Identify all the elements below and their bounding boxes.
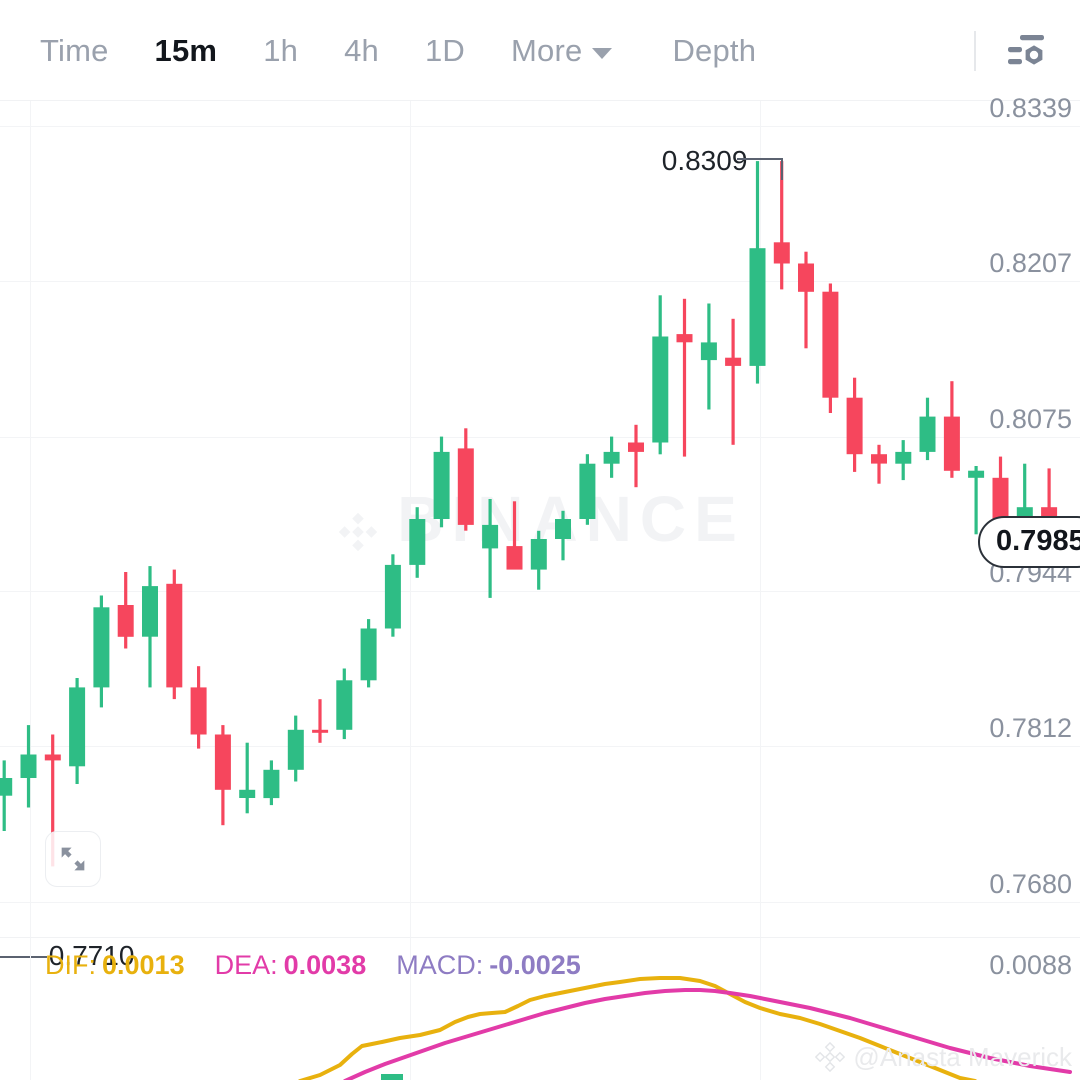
current-price-badge[interactable]: 0.7985: [978, 515, 1080, 568]
vertical-gridline: [30, 938, 31, 1080]
macd-panel[interactable]: DIF: 0.0013 DEA: 0.0038 MACD: -0.0025 0.008…: [0, 937, 1080, 1080]
macd-hist-readout: MACD: -0.0025: [396, 950, 581, 980]
period-high-annotation: 0.8309: [661, 145, 748, 177]
expand-arrows-icon: [56, 842, 90, 876]
period-high-leader-tick: [780, 158, 783, 181]
macd-dif-readout: DIF: 0.0013: [45, 950, 185, 980]
timeframe-tab-label: Depth: [672, 32, 757, 68]
period-high-leader-line: [736, 158, 783, 161]
timeframe-tab-label: 1D: [424, 32, 466, 68]
chart-settings-icon[interactable]: [1002, 27, 1050, 75]
chart-toolbar: Time 15m 1h 4h 1D More Depth: [0, 0, 1080, 101]
timeframe-tab-label: 1h: [263, 32, 299, 68]
timeframe-tab-time[interactable]: Time: [40, 35, 109, 66]
toolbar-right-group: [974, 0, 1050, 101]
chevron-down-icon: [592, 47, 613, 59]
toolbar-divider: [974, 30, 976, 71]
timeframe-tab-15m[interactable]: 15m: [155, 35, 218, 66]
timeframe-tab-label: 15m: [154, 32, 218, 68]
timeframe-tabs: Time 15m 1h 4h 1D More Depth: [0, 35, 802, 66]
horizontal-gridline: [0, 281, 1080, 282]
price-axis-label: 0.8207: [989, 248, 1072, 278]
candlestick-series: [0, 161, 1058, 867]
macd-axis-label: 0.0088: [989, 950, 1072, 980]
price-axis-label: 0.8075: [989, 404, 1072, 434]
fullscreen-button[interactable]: [45, 831, 101, 887]
horizontal-gridline: [0, 902, 1080, 903]
timeframe-tab-1d[interactable]: 1D: [425, 35, 465, 66]
timeframe-tab-1h[interactable]: 1h: [263, 35, 298, 66]
timeframe-tab-label: 4h: [344, 32, 379, 68]
horizontal-gridline: [0, 746, 1080, 747]
timeframe-tab-label: More: [511, 32, 583, 68]
timeframe-tab-label: Time: [40, 32, 109, 68]
price-axis-label: 0.7680: [989, 869, 1072, 899]
vertical-gridline: [760, 101, 761, 937]
vertical-gridline: [410, 938, 411, 1080]
macd-series: [298, 976, 1072, 1080]
timeframe-tab-more[interactable]: More: [511, 32, 613, 68]
horizontal-gridline: [0, 591, 1080, 592]
period-low-annotation: 0.7710: [48, 940, 135, 972]
horizontal-gridline: [0, 126, 1080, 127]
timeframe-tab-depth[interactable]: Depth: [672, 35, 756, 66]
macd-legend: DIF: 0.0013 DEA: 0.0038 MACD: -0.0025: [45, 952, 581, 979]
timeframe-tab-4h[interactable]: 4h: [344, 35, 379, 66]
price-axis-label: 0.8339: [989, 93, 1072, 123]
horizontal-gridline: [0, 437, 1080, 438]
vertical-gridline: [30, 101, 31, 937]
price-axis-label: 0.7812: [989, 713, 1072, 743]
price-chart-panel[interactable]: BINANCE 0.83390.82070.80750.79440.78120.…: [0, 95, 1080, 970]
macd-dea-readout: DEA: 0.0038: [214, 950, 367, 980]
period-low-leader-line: [0, 956, 47, 959]
